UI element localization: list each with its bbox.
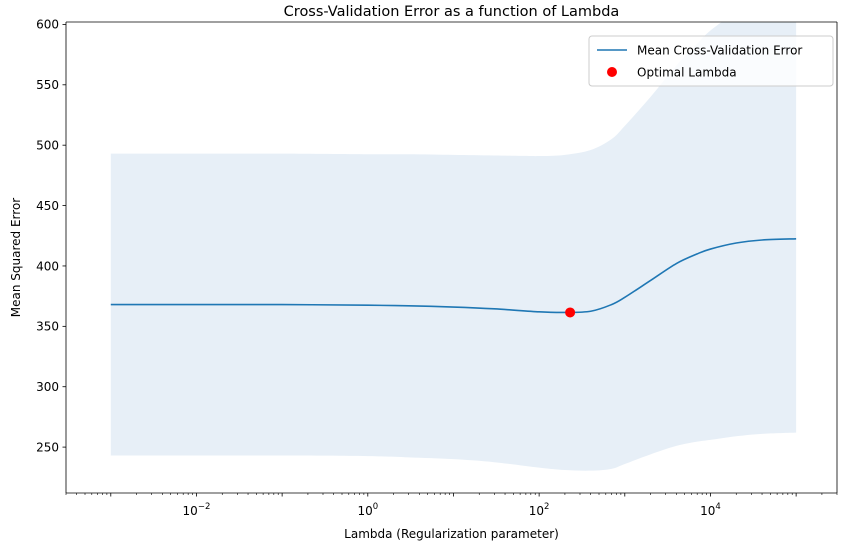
series-layer [110, 237, 797, 318]
optimal-lambda-point [565, 307, 576, 318]
y-axis-label: Mean Squared Error [9, 198, 23, 318]
y-tick-label: 450 [36, 199, 59, 213]
y-tick-label: 300 [36, 380, 59, 394]
x-axis-label: Lambda (Regularization parameter) [344, 527, 559, 541]
x-tick-label: 10−2 [183, 502, 211, 518]
y-tick-label: 250 [36, 440, 59, 454]
x-tick-label: 100 [357, 502, 378, 518]
x-axis-ticks: 10−2 100 102 104 [65, 493, 838, 518]
error-band [110, 22, 797, 471]
legend-box [588, 35, 834, 87]
y-tick-label: 600 [36, 18, 59, 32]
confidence-band-layer [110, 22, 797, 471]
x-tick-label: 104 [700, 502, 721, 518]
legend: Mean Cross-Validation Error Optimal Lamb… [588, 35, 834, 87]
x-tick-label: 102 [529, 502, 550, 518]
y-axis-ticks: 250 300 350 400 450 500 550 600 [36, 18, 66, 454]
y-tick-label: 500 [36, 138, 59, 152]
y-tick-label: 400 [36, 259, 59, 273]
chart-title: Cross-Validation Error as a function of … [284, 4, 620, 20]
legend-label-optimal-lambda: Optimal Lambda [637, 66, 737, 80]
y-tick-label: 550 [36, 78, 59, 92]
legend-label-mean-error: Mean Cross-Validation Error [637, 44, 802, 58]
legend-marker-swatch [607, 67, 617, 77]
axes-frame [65, 21, 838, 494]
y-tick-label: 350 [36, 320, 59, 334]
mean-error-line [110, 237, 797, 314]
